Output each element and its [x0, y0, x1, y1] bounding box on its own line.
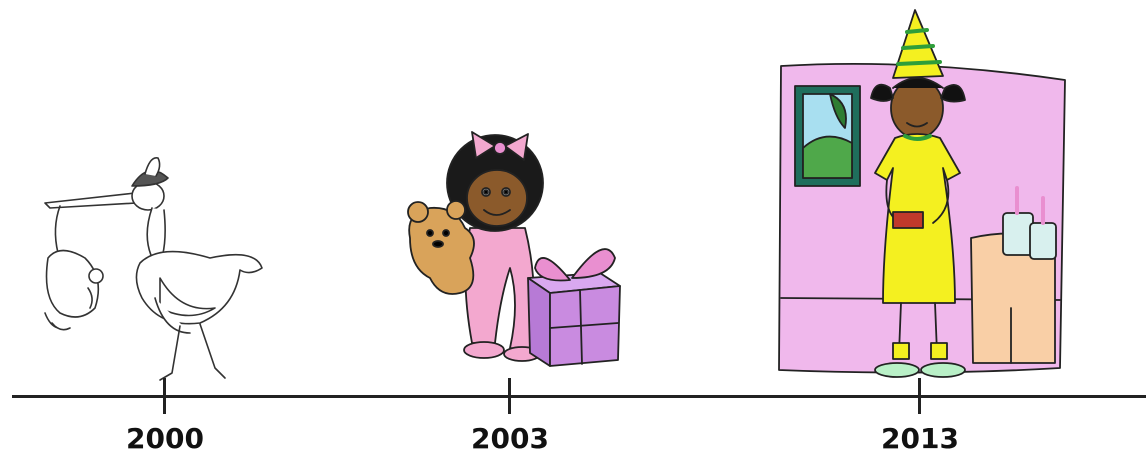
- timeline-tick-2013: [918, 378, 921, 414]
- year-label-2013: 2013: [881, 422, 959, 455]
- stork-carrying-baby-icon: [44, 157, 263, 381]
- timeline-tick-2003: [508, 378, 511, 414]
- timeline-tick-2000: [163, 378, 166, 414]
- girl-birthday-party-icon: [778, 9, 1066, 378]
- toddler-with-teddy-and-gift-icon: [407, 131, 621, 367]
- timeline-axis: [12, 395, 1146, 398]
- year-label-2000: 2000: [126, 422, 204, 455]
- year-label-2003: 2003: [471, 422, 549, 455]
